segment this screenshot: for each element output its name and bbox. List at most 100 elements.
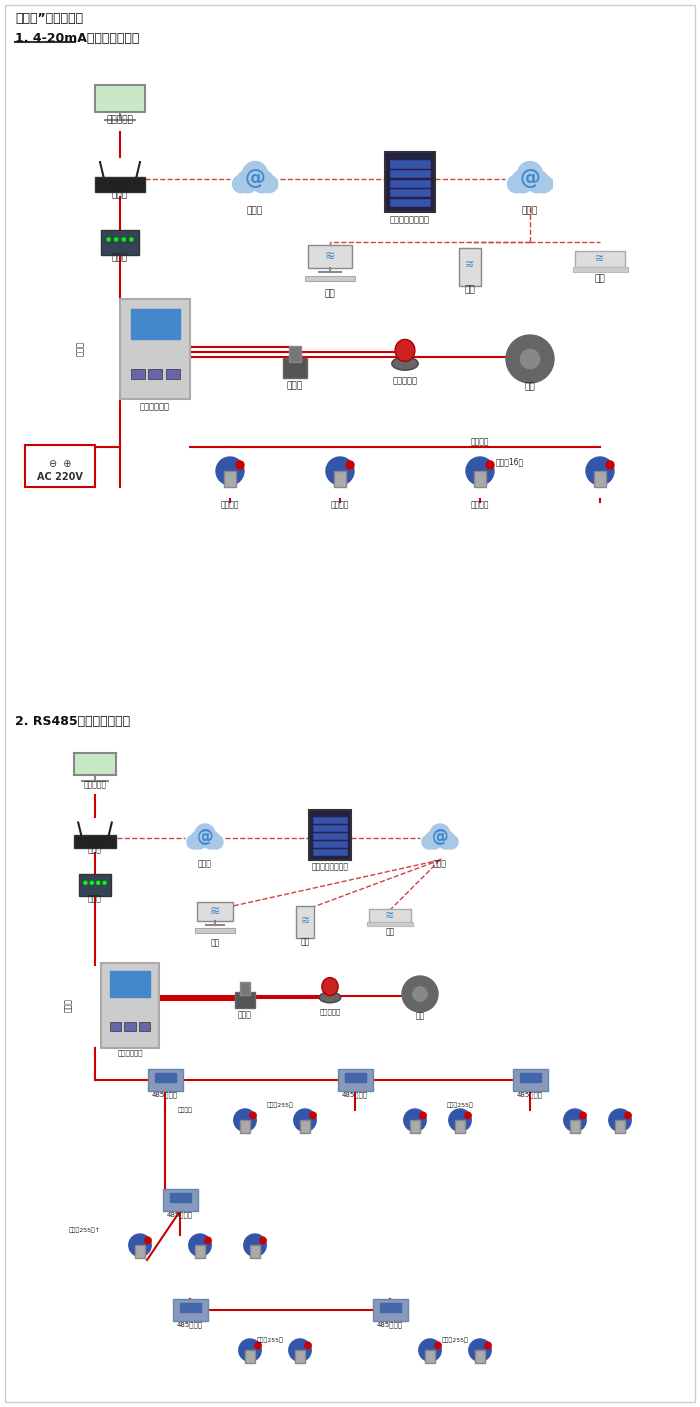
Text: 可连接255台: 可连接255台	[267, 1102, 293, 1107]
Bar	[130, 310, 179, 339]
Circle shape	[129, 1234, 151, 1256]
Bar	[570, 1120, 580, 1133]
Bar	[422, 839, 458, 846]
Circle shape	[449, 1109, 471, 1131]
Bar	[240, 982, 250, 995]
Bar	[425, 1351, 435, 1363]
Circle shape	[465, 1112, 471, 1119]
Circle shape	[130, 238, 133, 241]
Bar	[110, 971, 150, 996]
Bar	[195, 1245, 205, 1258]
Circle shape	[195, 825, 215, 844]
Circle shape	[564, 1109, 586, 1131]
Text: 信号输出: 信号输出	[330, 501, 349, 509]
Text: 485中继器: 485中继器	[377, 1321, 403, 1328]
Circle shape	[419, 1339, 441, 1362]
Text: 转换器: 转换器	[88, 895, 102, 903]
Bar	[74, 834, 116, 847]
Circle shape	[237, 170, 259, 193]
Circle shape	[511, 170, 533, 193]
Bar	[162, 1189, 197, 1211]
Bar	[135, 1245, 145, 1258]
Text: 转换器: 转换器	[112, 253, 128, 263]
Circle shape	[115, 238, 118, 241]
Text: ≋: ≋	[595, 255, 605, 265]
Circle shape	[202, 832, 220, 848]
Text: 电磁阀: 电磁阀	[287, 381, 303, 391]
Circle shape	[250, 1112, 256, 1119]
Text: 可连接255台: 可连接255台	[257, 1337, 284, 1342]
Bar	[245, 1351, 255, 1363]
Circle shape	[260, 1237, 266, 1244]
Circle shape	[466, 457, 494, 485]
Bar	[124, 1021, 136, 1030]
Text: 通讯线: 通讯线	[76, 342, 85, 356]
Bar	[313, 841, 346, 847]
Circle shape	[526, 170, 549, 193]
Bar	[120, 300, 190, 400]
Circle shape	[187, 834, 201, 848]
Text: ≋: ≋	[210, 905, 220, 919]
Circle shape	[234, 1109, 256, 1131]
Text: ≋: ≋	[466, 260, 475, 270]
Circle shape	[239, 1339, 261, 1362]
Bar	[455, 1120, 465, 1133]
Circle shape	[413, 986, 427, 1002]
Text: AC 220V: AC 220V	[37, 471, 83, 483]
Circle shape	[122, 238, 125, 241]
Bar	[410, 1120, 420, 1133]
Circle shape	[310, 1112, 316, 1119]
Ellipse shape	[322, 978, 338, 996]
Text: 终端: 终端	[386, 927, 395, 937]
Circle shape	[236, 461, 244, 469]
Text: 终端: 终端	[594, 274, 606, 283]
Text: 可连接255台↑: 可连接255台↑	[69, 1227, 101, 1233]
Circle shape	[508, 176, 525, 193]
Bar	[390, 198, 430, 205]
Circle shape	[517, 162, 542, 187]
Bar	[283, 357, 307, 378]
Bar	[390, 160, 430, 167]
Text: 声光报警器: 声光报警器	[393, 377, 417, 386]
Circle shape	[190, 832, 208, 848]
Text: 报警控制主机: 报警控制主机	[118, 1050, 143, 1057]
Text: 可连接16个: 可连接16个	[496, 457, 524, 467]
Text: @: @	[197, 827, 214, 846]
Circle shape	[255, 1342, 261, 1348]
Bar	[197, 902, 233, 922]
Bar	[390, 170, 430, 177]
Bar	[313, 825, 346, 832]
Text: 485中继器: 485中继器	[152, 1092, 178, 1099]
Circle shape	[506, 335, 554, 383]
Text: 485中继器: 485中继器	[517, 1092, 543, 1099]
Text: 2. RS485信号连接系统图: 2. RS485信号连接系统图	[15, 715, 130, 727]
Bar	[309, 810, 351, 860]
Circle shape	[425, 832, 443, 848]
Bar	[195, 929, 235, 933]
Text: 风机: 风机	[415, 1012, 425, 1020]
Bar	[101, 962, 159, 1047]
Text: 信号输出: 信号输出	[178, 1107, 193, 1113]
Bar	[296, 906, 314, 938]
Ellipse shape	[392, 357, 418, 370]
Bar	[74, 753, 116, 775]
Circle shape	[90, 881, 93, 885]
Ellipse shape	[395, 339, 415, 362]
Bar	[187, 839, 223, 846]
Text: 安帕尔网络服务器: 安帕尔网络服务器	[312, 862, 349, 871]
Circle shape	[420, 1112, 426, 1119]
Circle shape	[346, 461, 354, 469]
Bar	[575, 250, 625, 267]
Circle shape	[606, 461, 614, 469]
Bar	[344, 1074, 365, 1082]
Bar	[95, 86, 145, 113]
Circle shape	[609, 1109, 631, 1131]
Bar	[130, 369, 144, 378]
Text: 风机: 风机	[524, 383, 536, 391]
Text: 485中继器: 485中继器	[342, 1092, 368, 1099]
Text: 单机版电脑: 单机版电脑	[83, 781, 106, 789]
Bar	[165, 369, 179, 378]
Circle shape	[232, 176, 250, 193]
Bar	[313, 817, 346, 823]
Bar	[573, 267, 627, 272]
